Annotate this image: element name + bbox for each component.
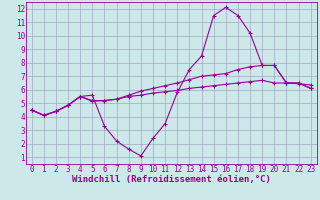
X-axis label: Windchill (Refroidissement éolien,°C): Windchill (Refroidissement éolien,°C) <box>72 175 271 184</box>
